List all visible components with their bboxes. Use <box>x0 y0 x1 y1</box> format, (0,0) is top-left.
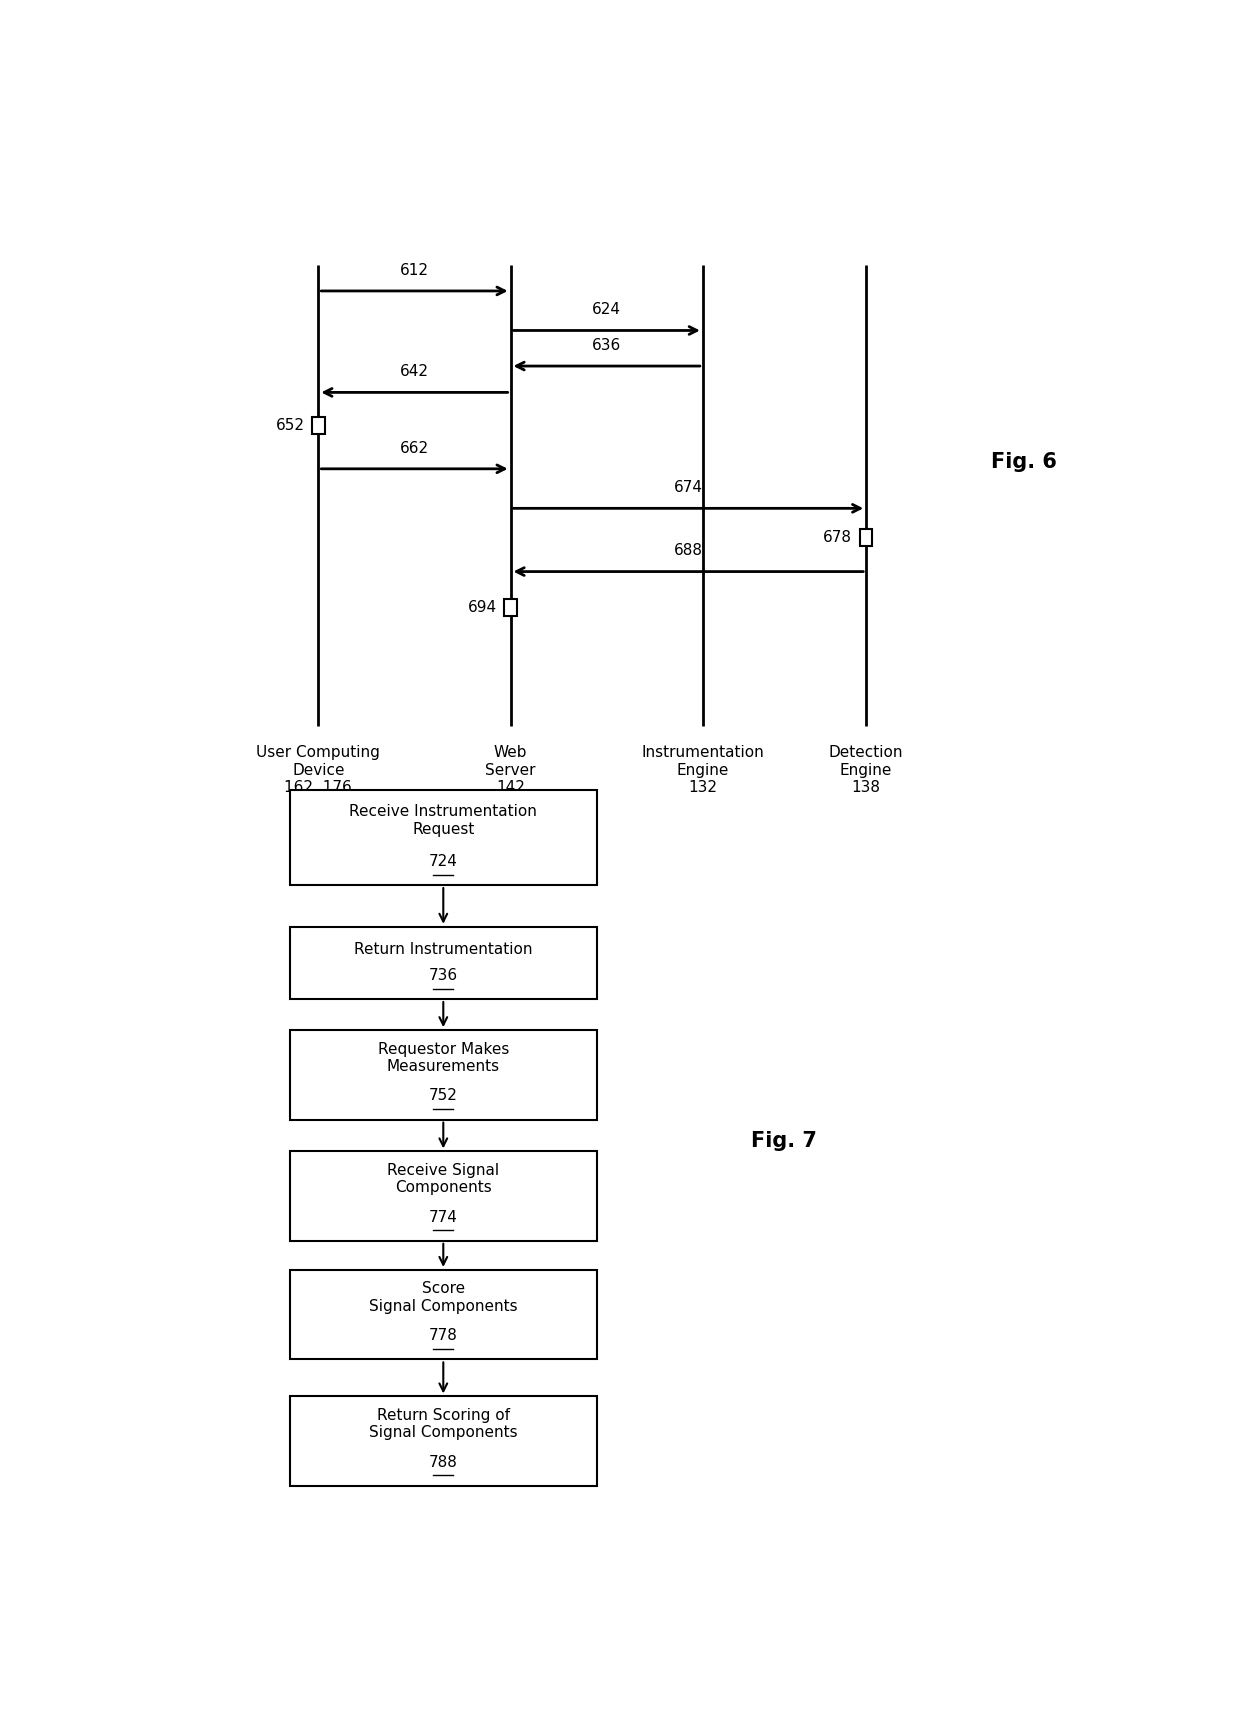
Text: 612: 612 <box>401 263 429 277</box>
Text: Fig. 7: Fig. 7 <box>751 1131 817 1152</box>
Text: Receive Instrumentation
Request: Receive Instrumentation Request <box>350 804 537 837</box>
Text: Requestor Makes
Measurements: Requestor Makes Measurements <box>378 1042 508 1075</box>
Text: 774: 774 <box>429 1210 458 1225</box>
Text: Return Scoring of
Signal Components: Return Scoring of Signal Components <box>370 1408 517 1441</box>
Bar <box>859 529 873 546</box>
Text: 752: 752 <box>429 1088 458 1104</box>
Bar <box>289 790 596 885</box>
Text: 624: 624 <box>593 303 621 317</box>
Bar <box>505 599 517 616</box>
Text: Detection
Engine
138: Detection Engine 138 <box>828 746 904 796</box>
Text: Return Instrumentation: Return Instrumentation <box>355 943 532 956</box>
Text: 778: 778 <box>429 1328 458 1343</box>
Text: 788: 788 <box>429 1454 458 1470</box>
Bar <box>289 1270 596 1360</box>
Text: 652: 652 <box>275 417 305 433</box>
Bar <box>289 1396 596 1485</box>
Bar <box>312 417 325 435</box>
Text: 678: 678 <box>823 530 852 544</box>
Bar <box>289 1030 596 1119</box>
Text: 736: 736 <box>429 968 458 982</box>
Text: Score
Signal Components: Score Signal Components <box>370 1282 517 1314</box>
Bar <box>289 1152 596 1240</box>
Text: 636: 636 <box>591 337 621 352</box>
Text: 662: 662 <box>401 441 429 455</box>
Text: User Computing
Device
162, 176: User Computing Device 162, 176 <box>257 746 381 796</box>
Text: 688: 688 <box>673 544 703 558</box>
Text: 694: 694 <box>467 599 497 614</box>
Text: Instrumentation
Engine
132: Instrumentation Engine 132 <box>641 746 764 796</box>
Text: Fig. 6: Fig. 6 <box>991 452 1056 472</box>
Text: 642: 642 <box>401 364 429 380</box>
Text: 724: 724 <box>429 854 458 869</box>
Text: 674: 674 <box>673 481 703 494</box>
Text: Web
Server
142: Web Server 142 <box>485 746 536 796</box>
Text: Receive Signal
Components: Receive Signal Components <box>387 1163 500 1194</box>
Bar <box>289 927 596 999</box>
